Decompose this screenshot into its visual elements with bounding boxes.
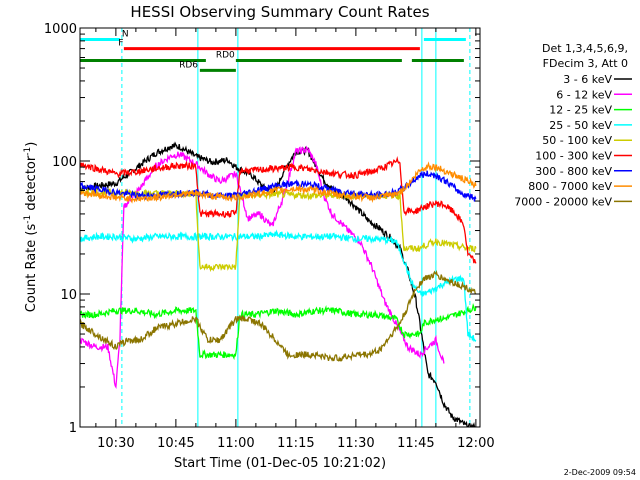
legend-label-2: 12 - 25 keV [549, 104, 612, 117]
axes: NF RD0 RD6 10:30 10:45 11:00 11:15 11:30 11:45 12… [44, 22, 495, 451]
footer-timestamp: 2-Dec-2009 09:54 [564, 468, 636, 477]
x-tick-label-0: 10:30 [97, 436, 134, 451]
chart-title: HESSI Observing Summary Count Rates [130, 3, 429, 21]
legend-header-line-2: FDecim 3, Att 0 [543, 57, 628, 70]
y-tick-label-1: 10 [60, 288, 77, 303]
series-line-7 [80, 161, 477, 204]
legend-label-7: 800 - 7000 keV [528, 180, 612, 193]
flag-label-0: N [122, 29, 129, 39]
series-line-5 [80, 156, 477, 264]
x-tick-label-5: 11:45 [397, 436, 434, 451]
x-tick-label-3: 11:15 [277, 436, 314, 451]
y-tick-label-2: 100 [52, 155, 77, 170]
plot-frame [79, 27, 481, 428]
y-axis-label-sup-2: -1 [23, 147, 33, 156]
legend-label-1: 6 - 12 keV [556, 88, 612, 101]
y-axis-label-sup: -1 [23, 215, 33, 224]
y-tick-label-3: 1000 [44, 22, 77, 37]
legend-header-line-1: Det 1,3,4,5,6,9, [542, 42, 628, 55]
y-axis-label-main: Count Rate (s [24, 224, 39, 313]
flag-label-2: RD0 [216, 50, 235, 60]
flag-label-1: F [118, 39, 123, 49]
x-tick-label-6: 12:00 [457, 436, 494, 451]
legend-label-6: 300 - 800 keV [535, 165, 612, 178]
series-line-4 [80, 187, 477, 273]
legend-label-4: 50 - 100 keV [542, 134, 612, 147]
y-tick-label-0: 1 [69, 421, 77, 436]
series-line-3 [80, 229, 477, 343]
flag-label-3: RD6 [179, 60, 198, 70]
series-line-1 [80, 145, 445, 390]
plot-area [80, 28, 477, 427]
y-axis-label-end: ) [24, 142, 39, 147]
x-axis-label: Start Time (01-Dec-05 10:21:02) [174, 456, 386, 471]
series-line-0 [80, 141, 476, 427]
x-tick-label-1: 10:45 [157, 436, 194, 451]
series-line-2 [80, 302, 477, 361]
legend: Det 1,3,4,5,6,9, FDecim 3, Att 0 3 - 6 k… [514, 42, 632, 208]
legend-label-8: 7000 - 20000 keV [514, 195, 612, 208]
series-line-8 [80, 269, 477, 362]
y-axis-label: Count Rate (s-1 detector-1) [23, 142, 39, 313]
x-tick-label-2: 11:00 [217, 436, 254, 451]
y-axis-label-mid: detector [24, 155, 39, 215]
legend-label-5: 100 - 300 keV [535, 150, 612, 163]
legend-label-3: 25 - 50 keV [549, 119, 612, 132]
legend-label-0: 3 - 6 keV [563, 73, 612, 86]
x-tick-label-4: 11:30 [337, 436, 374, 451]
